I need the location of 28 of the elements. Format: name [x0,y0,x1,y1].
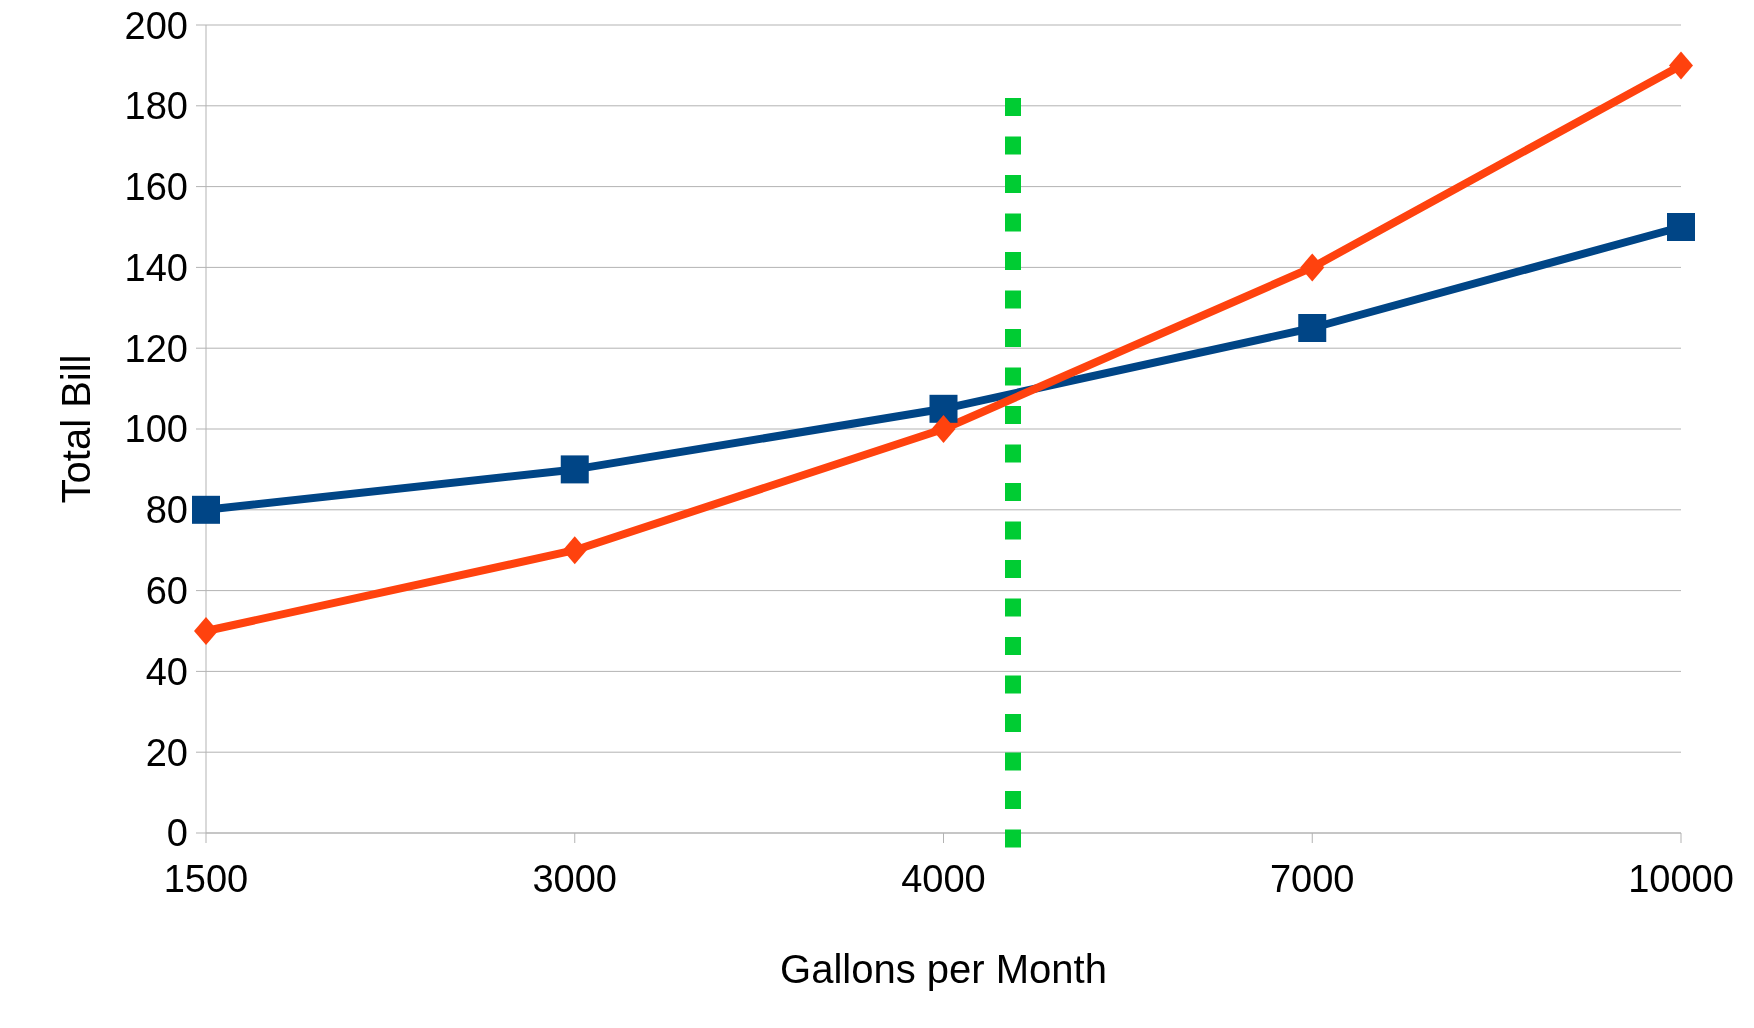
x-tick-label: 3000 [532,857,618,900]
y-tick-label: 160 [124,166,188,209]
x-axis-title: Gallons per Month [780,947,1107,991]
y-tick-label: 20 [145,731,188,774]
y-tick-label: 100 [124,408,188,451]
x-tick-label: 4000 [901,857,986,900]
y-tick-label: 200 [124,4,188,47]
point [1300,253,1325,282]
point [1667,213,1695,241]
y-tick-label: 40 [145,650,188,693]
point [562,536,587,565]
point [929,394,958,423]
y-tick-label: 80 [145,489,188,532]
point [192,495,220,524]
y-tick-label: 60 [145,570,188,613]
x-tick-label: 7000 [1269,857,1355,900]
point [1298,314,1327,342]
y-tick-label: 180 [124,85,188,128]
x-tick-label: 1500 [163,857,249,900]
y-tick-label: 0 [166,812,188,855]
point [1669,51,1693,80]
y-tick-label: 120 [124,327,188,370]
point [194,617,218,645]
point [931,415,956,443]
x-tick-label: 10000 [1628,857,1734,900]
y-axis-title: Total Bill [54,354,99,504]
y-tick-label: 140 [124,246,188,289]
point [560,455,589,484]
